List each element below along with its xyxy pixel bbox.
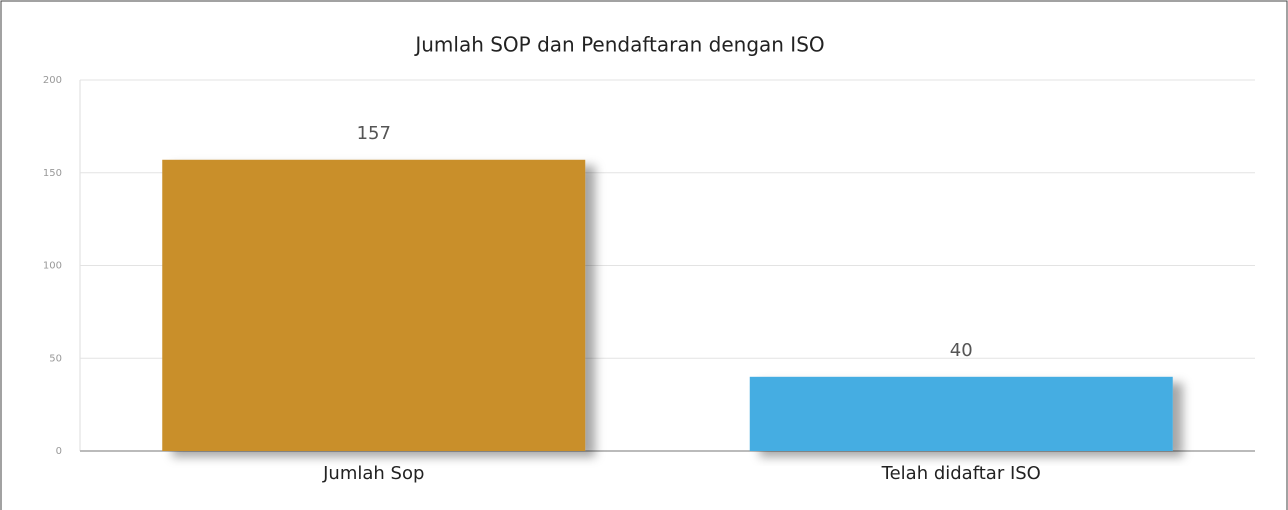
y-tick-label: 150 <box>43 168 62 179</box>
y-tick-label: 0 <box>56 446 62 457</box>
y-tick-label: 200 <box>43 75 62 86</box>
value-label: 40 <box>950 340 973 361</box>
value-label: 157 <box>357 123 391 144</box>
x-tick-label: Jumlah Sop <box>322 463 424 484</box>
y-tick-label: 100 <box>43 261 62 272</box>
chart-title: Jumlah SOP dan Pendaftaran dengan ISO <box>413 33 824 57</box>
bar <box>162 159 586 451</box>
bar <box>749 376 1173 451</box>
x-tick-label: Telah didaftar ISO <box>881 463 1041 484</box>
y-tick-label: 50 <box>49 353 62 364</box>
